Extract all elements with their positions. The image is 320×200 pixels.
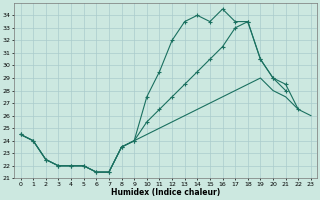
- X-axis label: Humidex (Indice chaleur): Humidex (Indice chaleur): [111, 188, 220, 197]
